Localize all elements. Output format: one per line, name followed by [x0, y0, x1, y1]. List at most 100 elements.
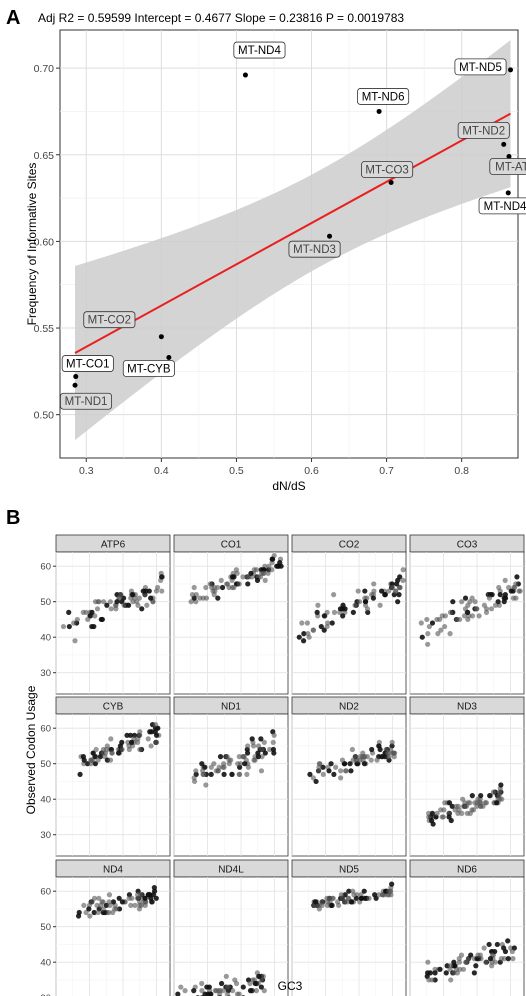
data-point-mt-atp6 [506, 153, 512, 159]
data-point [153, 895, 159, 901]
data-point [371, 588, 377, 594]
data-point [362, 599, 369, 605]
data-point [389, 739, 395, 746]
data-point [494, 941, 500, 948]
data-point [458, 952, 465, 958]
data-point [513, 595, 519, 601]
data-point [318, 623, 324, 630]
data-point [306, 634, 312, 640]
data-point [471, 970, 477, 976]
data-point [270, 739, 276, 746]
data-point [90, 750, 96, 756]
data-point [338, 775, 344, 781]
data-point [350, 757, 356, 763]
data-point [85, 616, 91, 623]
data-point [426, 814, 432, 820]
label-text: MT-ND2 [462, 125, 505, 137]
data-point [389, 881, 395, 887]
data-point [199, 980, 205, 987]
data-point [486, 941, 492, 948]
data-point [240, 754, 246, 760]
data-point [121, 602, 127, 608]
data-point [124, 732, 130, 738]
data-point [215, 768, 221, 774]
data-point [258, 736, 264, 742]
data-point [229, 584, 235, 591]
data-point [508, 588, 514, 594]
facet-nd1: ND1 [173, 696, 289, 857]
data-point [130, 599, 136, 605]
data-point-mt-nd2 [501, 141, 507, 147]
data-point [100, 899, 106, 905]
data-point [347, 761, 353, 767]
data-point [126, 895, 132, 901]
data-point [509, 948, 515, 955]
panel-a-xlabel: dN/dS [272, 479, 305, 493]
data-point [478, 793, 484, 799]
label-box [478, 197, 526, 215]
label-text: MT-ATP6 [495, 161, 526, 173]
data-point [460, 966, 467, 972]
data-point [251, 567, 257, 573]
data-point [443, 970, 449, 976]
data-point [113, 906, 120, 912]
point-label-mt-nd1: MT-ND1 [60, 392, 113, 410]
data-point [329, 902, 335, 909]
data-point [501, 595, 507, 601]
data-point [429, 817, 435, 824]
data-point [103, 902, 109, 909]
facet-plot-area [291, 713, 407, 857]
data-point [144, 602, 150, 608]
data-point [211, 761, 217, 767]
data-point [456, 959, 463, 965]
panel-a-ylabel: Frequency of Informative Sites [25, 163, 39, 326]
data-point [236, 771, 243, 777]
data-point [350, 609, 356, 615]
data-point [83, 909, 89, 916]
data-point [245, 581, 251, 587]
data-point-mt-nd6 [376, 108, 382, 114]
data-point [453, 803, 459, 809]
data-point [142, 902, 148, 909]
data-point [463, 959, 469, 965]
data-point [269, 567, 275, 573]
regression-line [74, 112, 511, 354]
data-point [94, 902, 100, 909]
panel-a-title: Adj R2 = 0.59599 Intercept = 0.4677 Slop… [38, 11, 404, 25]
y-tick-label: 50 [40, 759, 51, 770]
data-point-mt-nd5 [507, 67, 513, 73]
data-point [247, 988, 254, 994]
data-point [356, 599, 363, 605]
data-point [128, 902, 134, 909]
data-point [372, 892, 378, 898]
data-point [103, 746, 109, 753]
facet-strip-label: ND4 [103, 865, 123, 876]
data-point [143, 588, 149, 594]
data-point [182, 988, 188, 994]
data-point [136, 595, 142, 601]
y-tick-label: 50 [40, 922, 51, 933]
data-point [270, 746, 277, 753]
data-point [366, 895, 372, 901]
data-point-mt-cyb [166, 354, 172, 360]
y-tick-label: 30 [40, 993, 51, 996]
data-point [470, 807, 477, 813]
point-label-mt-co1: MT-CO1 [61, 355, 114, 372]
data-point [382, 592, 388, 598]
data-point [438, 627, 444, 633]
data-point [267, 746, 273, 753]
data-point [378, 588, 385, 594]
data-point [357, 754, 363, 760]
data-point [343, 768, 349, 774]
data-point [339, 895, 345, 901]
facet-plot-area [409, 713, 525, 857]
data-point [346, 888, 352, 894]
data-point [321, 613, 327, 619]
label-text: MT-ND4 [238, 45, 281, 57]
data-point [106, 909, 112, 916]
data-point [220, 988, 226, 994]
data-point [362, 588, 368, 594]
label-box [288, 240, 341, 258]
data-point [242, 761, 248, 767]
data-point [315, 602, 321, 608]
